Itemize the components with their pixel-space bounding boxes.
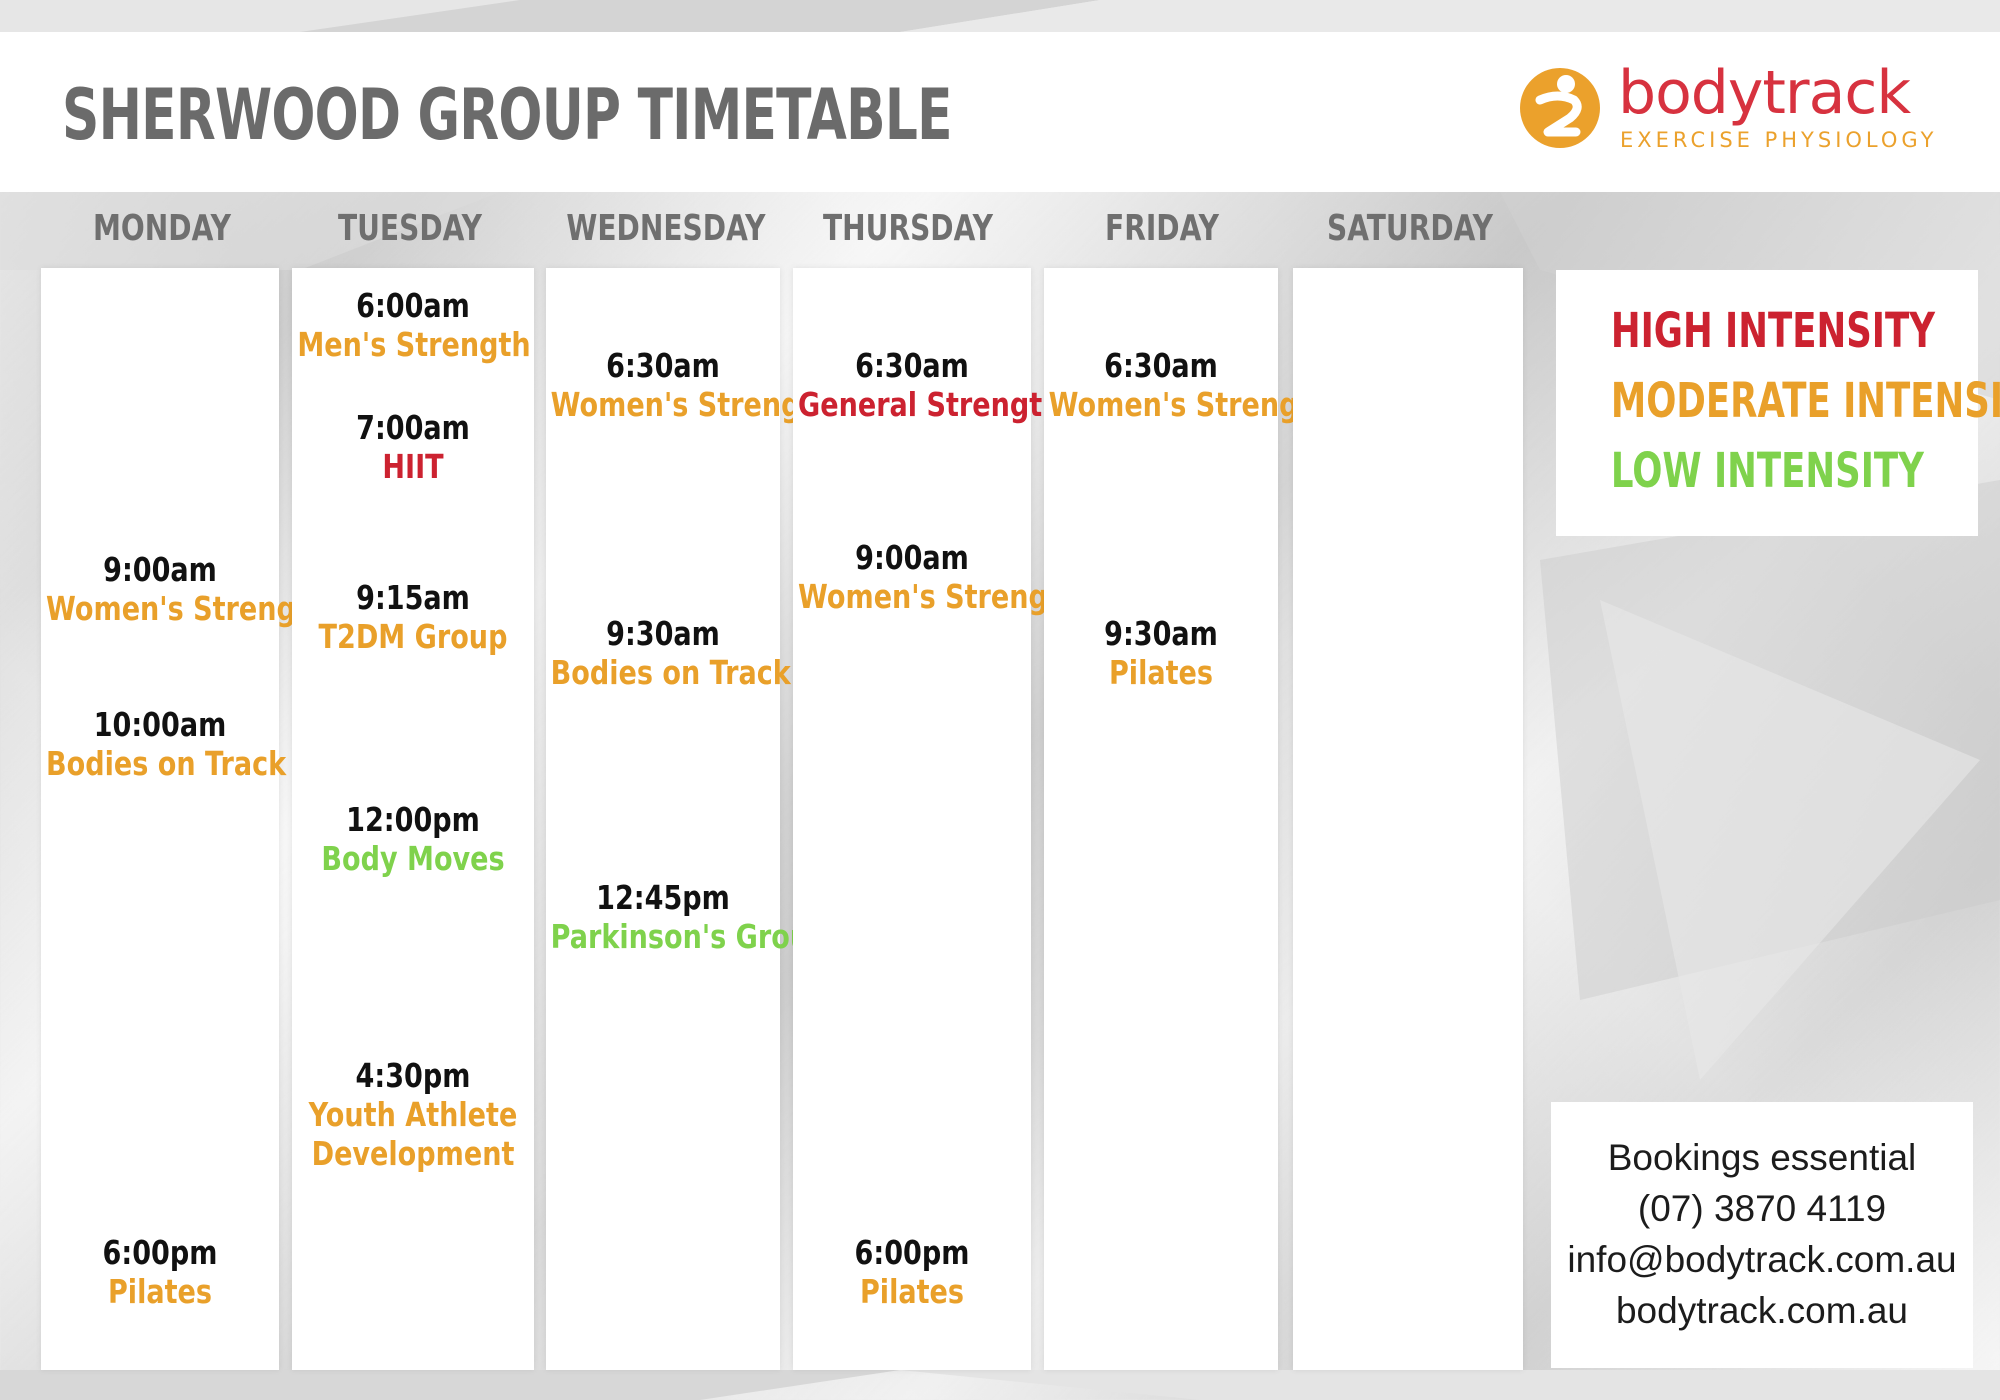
class-session: 9:00am Women's Strength bbox=[21, 550, 329, 628]
class-session: 6:00am Men's Strength bbox=[272, 286, 554, 364]
bookings-note: Bookings essential bbox=[1607, 1137, 1917, 1178]
session-name: Women's Strength bbox=[46, 589, 329, 628]
day-header-monday: MONDAY bbox=[92, 208, 232, 249]
session-name: Men's Strength bbox=[297, 325, 531, 364]
session-time: 12:00pm bbox=[346, 800, 480, 839]
session-name: Women's Strength bbox=[1048, 385, 1331, 424]
bodytrack-logo: bodytrack EXERCISE PHYSIOLOGY bbox=[1518, 58, 1948, 166]
session-time: 6:30am bbox=[1104, 346, 1218, 385]
phone-number[interactable]: (07) 3870 4119 bbox=[1637, 1188, 1887, 1229]
class-session: 9:30am Pilates bbox=[1024, 614, 1298, 692]
legend-moderate: MODERATE INTENSITY bbox=[1610, 373, 2000, 429]
session-name: HIIT bbox=[382, 447, 444, 486]
class-session: 12:00pm Body Moves bbox=[272, 800, 554, 878]
intensity-legend: HIGH INTENSITY MODERATE INTENSITY LOW IN… bbox=[1556, 270, 2000, 536]
session-name-line2: Development bbox=[311, 1134, 515, 1173]
page-title: SHERWOOD GROUP TIMETABLE bbox=[62, 74, 952, 156]
session-name: Pilates bbox=[1108, 653, 1214, 692]
class-session: 6:30am General Strength bbox=[773, 346, 1062, 424]
session-name: Body Moves bbox=[321, 839, 505, 878]
day-header-wednesday: WEDNESDAY bbox=[566, 208, 766, 249]
day-column-tuesday: 6:00am Men's Strength 7:00am HIIT 9:15am T2DM… bbox=[292, 268, 534, 1370]
session-time: 9:30am bbox=[606, 614, 720, 653]
session-name: T2DM Group bbox=[318, 617, 508, 656]
session-time: 6:30am bbox=[855, 346, 969, 385]
class-session: 9:00am Women's Strength bbox=[773, 538, 1081, 616]
class-session: 9:15am T2DM Group bbox=[272, 578, 554, 656]
class-session: 6:30am Women's Strength bbox=[526, 346, 833, 424]
class-session: 10:00am Bodies on Track bbox=[21, 705, 299, 783]
day-column-friday: 6:30am Women's Strength 9:30am Pilates bbox=[1044, 268, 1331, 1370]
session-time: 10:00am bbox=[93, 705, 227, 744]
class-session: 12:45pm Parkinson's Group bbox=[526, 878, 829, 956]
session-time: 6:00pm bbox=[854, 1233, 970, 1272]
email-link[interactable]: info@bodytrack.com.au bbox=[1567, 1239, 1957, 1280]
day-header-tuesday: TUESDAY bbox=[337, 208, 483, 249]
session-name: General Strength bbox=[798, 385, 1062, 424]
website-link[interactable]: bodytrack.com.au bbox=[1615, 1290, 1909, 1331]
day-column-saturday bbox=[1293, 268, 1523, 1370]
session-time: 6:00pm bbox=[102, 1233, 218, 1272]
session-name: Bodies on Track bbox=[550, 653, 791, 692]
class-session: 6:00pm Pilates bbox=[773, 1233, 1051, 1311]
class-session: 6:00pm Pilates bbox=[21, 1233, 299, 1311]
session-time: 4:30pm bbox=[355, 1056, 471, 1095]
class-session: 9:30am Bodies on Track bbox=[526, 614, 800, 692]
session-name: Pilates bbox=[107, 1272, 213, 1311]
day-header-thursday: THURSDAY bbox=[823, 208, 993, 249]
day-header-friday: FRIDAY bbox=[1105, 208, 1219, 249]
session-name: Pilates bbox=[859, 1272, 965, 1311]
session-time: 9:00am bbox=[855, 538, 969, 577]
session-name: Parkinson's Group bbox=[550, 917, 829, 956]
day-column-thursday: 6:30am General Strength 9:00am Women's Stre… bbox=[793, 268, 1080, 1370]
logo-wordmark: bodytrack bbox=[1618, 58, 1911, 128]
contact-box: Bookings essential (07) 3870 4119 info@b… bbox=[1551, 1102, 1973, 1368]
session-time: 7:00am bbox=[356, 408, 470, 447]
session-time: 9:30am bbox=[1104, 614, 1218, 653]
class-session: 4:30pm Youth Athlete Development bbox=[272, 1056, 554, 1173]
session-time: 6:30am bbox=[606, 346, 720, 385]
logo-tagline: EXERCISE PHYSIOLOGY bbox=[1620, 128, 1938, 152]
session-time: 9:15am bbox=[356, 578, 470, 617]
day-column-wednesday: 6:30am Women's Strength 9:30am Bodies on Tr… bbox=[546, 268, 833, 1370]
person-figure-icon bbox=[1520, 68, 1600, 148]
session-name: Women's Strength bbox=[550, 385, 833, 424]
day-header-saturday: SATURDAY bbox=[1326, 208, 1494, 249]
session-time: 6:00am bbox=[356, 286, 470, 325]
class-session: 7:00am HIIT bbox=[272, 408, 554, 486]
session-name: Women's Strength bbox=[798, 577, 1081, 616]
page-header: SHERWOOD GROUP TIMETABLE bodytrack EXERC… bbox=[0, 32, 2000, 192]
session-time: 9:00am bbox=[103, 550, 217, 589]
session-name: Youth Athlete bbox=[308, 1095, 518, 1134]
session-time: 12:45pm bbox=[596, 878, 730, 917]
class-session: 6:30am Women's Strength bbox=[1024, 346, 1331, 424]
legend-high: HIGH INTENSITY bbox=[1610, 303, 1935, 359]
legend-low: LOW INTENSITY bbox=[1610, 443, 1924, 499]
day-column-monday: 9:00am Women's Strength 10:00am Bodies on T… bbox=[41, 268, 328, 1370]
session-name: Bodies on Track bbox=[46, 744, 287, 783]
